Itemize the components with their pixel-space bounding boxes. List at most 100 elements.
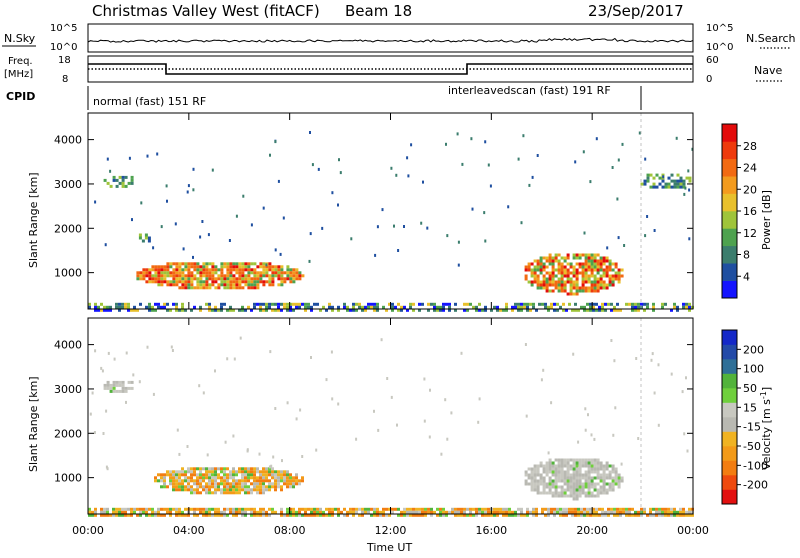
- heatmap-cell: [611, 262, 615, 266]
- heatmap-cell: [421, 513, 424, 517]
- heatmap-cell: [499, 308, 502, 312]
- heatmap-cell: [533, 470, 537, 474]
- heatmap-cell: [590, 259, 594, 263]
- heatmap-cell: [691, 513, 694, 517]
- heatmap-cell: [232, 308, 235, 312]
- heatmap-cell: [683, 432, 686, 436]
- heatmap-cell: [205, 271, 209, 275]
- colorbar-tick-label: 100: [743, 363, 764, 376]
- heatmap-cell: [584, 470, 588, 474]
- heatmap-cell: [481, 513, 484, 517]
- heatmap-cell: [566, 488, 570, 492]
- heatmap-cell: [170, 345, 173, 349]
- heatmap-cell: [106, 157, 109, 161]
- heatmap-cell: [106, 305, 109, 309]
- heatmap-cell: [560, 289, 564, 293]
- heatmap-cell: [283, 470, 286, 474]
- heatmap-cell: [589, 180, 592, 184]
- heatmap-cell: [355, 510, 358, 514]
- heatmap-cell: [394, 305, 397, 309]
- colorbar-segment: [722, 158, 737, 177]
- heatmap-cell: [241, 510, 244, 514]
- heatmap-cell: [283, 479, 286, 483]
- heatmap-cell: [426, 226, 429, 230]
- heatmap-cell: [657, 363, 660, 367]
- heatmap-cell: [617, 268, 621, 272]
- heatmap-cell: [557, 485, 561, 489]
- heatmap-cell: [548, 479, 552, 483]
- heatmap-cell: [265, 479, 268, 483]
- heatmap-cell: [613, 308, 616, 312]
- heatmap-cell: [268, 470, 271, 474]
- heatmap-cell: [586, 507, 589, 511]
- heatmap-cell: [184, 488, 187, 492]
- heatmap-cell: [205, 513, 208, 517]
- heatmap-cell: [232, 485, 235, 489]
- heatmap-cell: [606, 246, 609, 250]
- heatmap-cell: [370, 513, 373, 517]
- heatmap-cell: [430, 302, 433, 306]
- heatmap-cell: [279, 252, 282, 256]
- heatmap-cell: [412, 507, 415, 511]
- heatmap-cell: [295, 417, 298, 421]
- heatmap-cell: [599, 262, 603, 266]
- heatmap-cell: [319, 510, 322, 514]
- heatmap-cell: [530, 280, 534, 284]
- heatmap-cell: [190, 283, 194, 287]
- heatmap-cell: [571, 308, 574, 312]
- heatmap-cell: [454, 308, 457, 312]
- heatmap-cell: [214, 482, 217, 486]
- heatmap-cell: [157, 268, 161, 272]
- heatmap-cell: [277, 479, 280, 483]
- heatmap-cell: [605, 265, 609, 269]
- heatmap-cell: [256, 479, 259, 483]
- heatmap-cell: [259, 274, 263, 278]
- heatmap-cell: [172, 262, 176, 266]
- heatmap-cell: [535, 308, 538, 312]
- heatmap-cell: [253, 485, 256, 489]
- heatmap-cell: [604, 302, 607, 306]
- heatmap-cell: [530, 262, 534, 266]
- heatmap-cell: [616, 308, 619, 312]
- heatmap-cell: [587, 482, 591, 486]
- heatmap-cell: [199, 235, 202, 239]
- heatmap-cell: [199, 268, 203, 272]
- heatmap-cell: [524, 479, 528, 483]
- colorbar-segment: [722, 475, 737, 490]
- heatmap-cell: [181, 305, 184, 309]
- heatmap-cell: [262, 283, 266, 287]
- xtick-label: 20:00: [576, 524, 608, 537]
- heatmap-cell: [608, 476, 612, 480]
- heatmap-cell: [282, 216, 285, 220]
- heatmap-cell: [533, 274, 537, 278]
- heatmap-cell: [601, 513, 604, 517]
- heatmap-cell: [584, 479, 588, 483]
- heatmap-cell: [667, 507, 670, 511]
- heatmap-cell: [544, 305, 547, 309]
- heatmap-cell: [223, 302, 226, 306]
- heatmap-cell: [581, 458, 585, 462]
- heatmap-cell: [578, 473, 582, 477]
- heatmap-cell: [198, 384, 201, 388]
- heatmap-cell: [596, 467, 600, 471]
- heatmap-cell: [94, 510, 97, 514]
- heatmap-cell: [605, 461, 609, 465]
- heatmap-cell: [557, 461, 561, 465]
- heatmap-cell: [244, 277, 248, 281]
- heatmap-cell: [557, 262, 561, 266]
- heatmap-cell: [587, 464, 591, 468]
- heatmap-cell: [289, 513, 292, 517]
- heatmap-cell: [557, 277, 561, 281]
- heatmap-cell: [190, 473, 193, 477]
- heatmap-cell: [557, 473, 561, 477]
- heatmap-cell: [673, 513, 676, 517]
- heatmap-cell: [130, 507, 133, 511]
- heatmap-cell: [247, 479, 250, 483]
- heatmap-cell: [211, 262, 215, 266]
- heatmap-cell: [286, 271, 290, 275]
- heatmap-cell: [289, 271, 293, 275]
- nsearch-tick-high: 10^5: [706, 23, 733, 34]
- heatmap-cell: [557, 286, 561, 290]
- heatmap-cell: [295, 513, 298, 517]
